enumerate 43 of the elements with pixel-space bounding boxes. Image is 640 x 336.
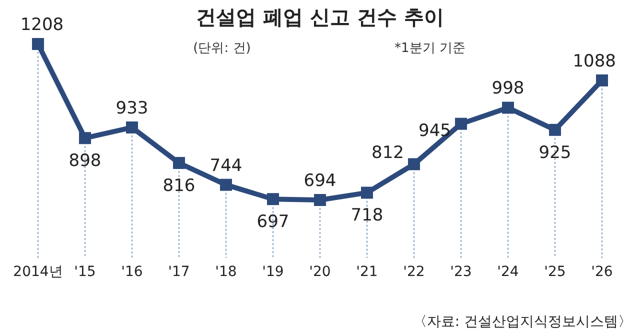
point <box>32 38 44 50</box>
x-tick-label: '18 <box>215 264 237 280</box>
data-label: 744 <box>210 156 242 176</box>
x-tick-label: '24 <box>497 264 519 280</box>
data-label: 1208 <box>20 15 64 35</box>
chart-subtitle: (단위: 건) <box>193 41 251 56</box>
x-tick-label: '17 <box>168 264 190 280</box>
x-tick-label: '21 <box>356 264 378 280</box>
point <box>314 194 326 206</box>
point <box>549 124 561 136</box>
point <box>126 121 138 134</box>
text: 〈자료: 건설산업지식정보시스템〉 <box>412 314 632 330</box>
data-label: 998 <box>492 78 524 99</box>
data-label: 812 <box>372 143 404 164</box>
data-label: 1088 <box>572 51 616 72</box>
x-tick-label: '15 <box>74 264 96 280</box>
x-tick-label: '25 <box>544 264 566 280</box>
point <box>361 186 373 199</box>
x-tick-label: '19 <box>262 264 284 280</box>
data-label: 945 <box>418 120 451 141</box>
data-label: 925 <box>538 142 572 163</box>
data-label: 718 <box>350 206 384 226</box>
x-tick-label: '20 <box>309 264 331 280</box>
data-label: 933 <box>116 98 148 118</box>
point <box>502 102 514 114</box>
point <box>79 132 91 144</box>
data-label: 898 <box>68 151 102 172</box>
x-tick-label: '23 <box>450 264 472 280</box>
point <box>220 178 232 191</box>
chart-title: 건설업 폐업 신고 건수 추이 <box>196 5 444 29</box>
point <box>173 156 185 169</box>
annotation: *1분기 기준 <box>394 41 466 56</box>
x-tick-label: 2014년 <box>13 264 63 280</box>
point <box>408 158 420 170</box>
data-label: 816 <box>162 176 196 196</box>
x-tick-label: '26 <box>591 264 613 280</box>
point <box>267 193 279 206</box>
point <box>596 74 608 86</box>
point <box>455 118 467 130</box>
x-tick-label: '16 <box>121 264 143 280</box>
data-label: 697 <box>256 212 290 232</box>
x-tick-label: '22 <box>403 264 425 280</box>
data-label: 694 <box>304 171 336 191</box>
